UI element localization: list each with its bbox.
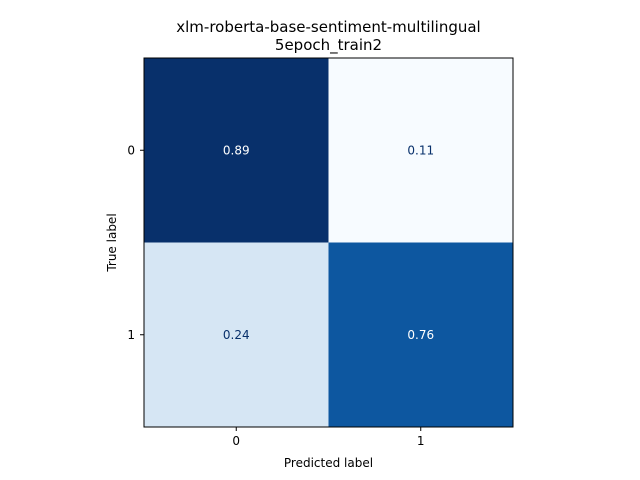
cell-value-label: 0.76 (407, 328, 434, 342)
y-axis-label: True label (105, 213, 119, 272)
heatmap-cell (328, 58, 513, 243)
cell-value-label: 0.11 (407, 143, 434, 157)
chart-title-line-2: 5epoch_train2 (275, 36, 382, 55)
plot-frame (143, 57, 514, 428)
axis-ticks: 0 1 0 1 (127, 143, 424, 448)
heatmap-cells: 0.89 0.11 0.24 0.76 (144, 58, 513, 427)
cell-value-label: 0.24 (223, 328, 250, 342)
cell-value-label: 0.89 (223, 143, 250, 157)
heatmap-cell (328, 242, 513, 427)
chart-title-line-1: xlm-roberta-base-sentiment-multilingual (176, 18, 480, 36)
y-tick-label: 1 (127, 328, 135, 342)
x-tick-label: 1 (417, 434, 425, 448)
y-tick-label: 0 (127, 143, 135, 157)
x-tick-label: 0 (232, 434, 240, 448)
heatmap-cell (144, 242, 329, 427)
heatmap-cell (144, 58, 329, 243)
x-axis-label: Predicted label (284, 456, 373, 470)
